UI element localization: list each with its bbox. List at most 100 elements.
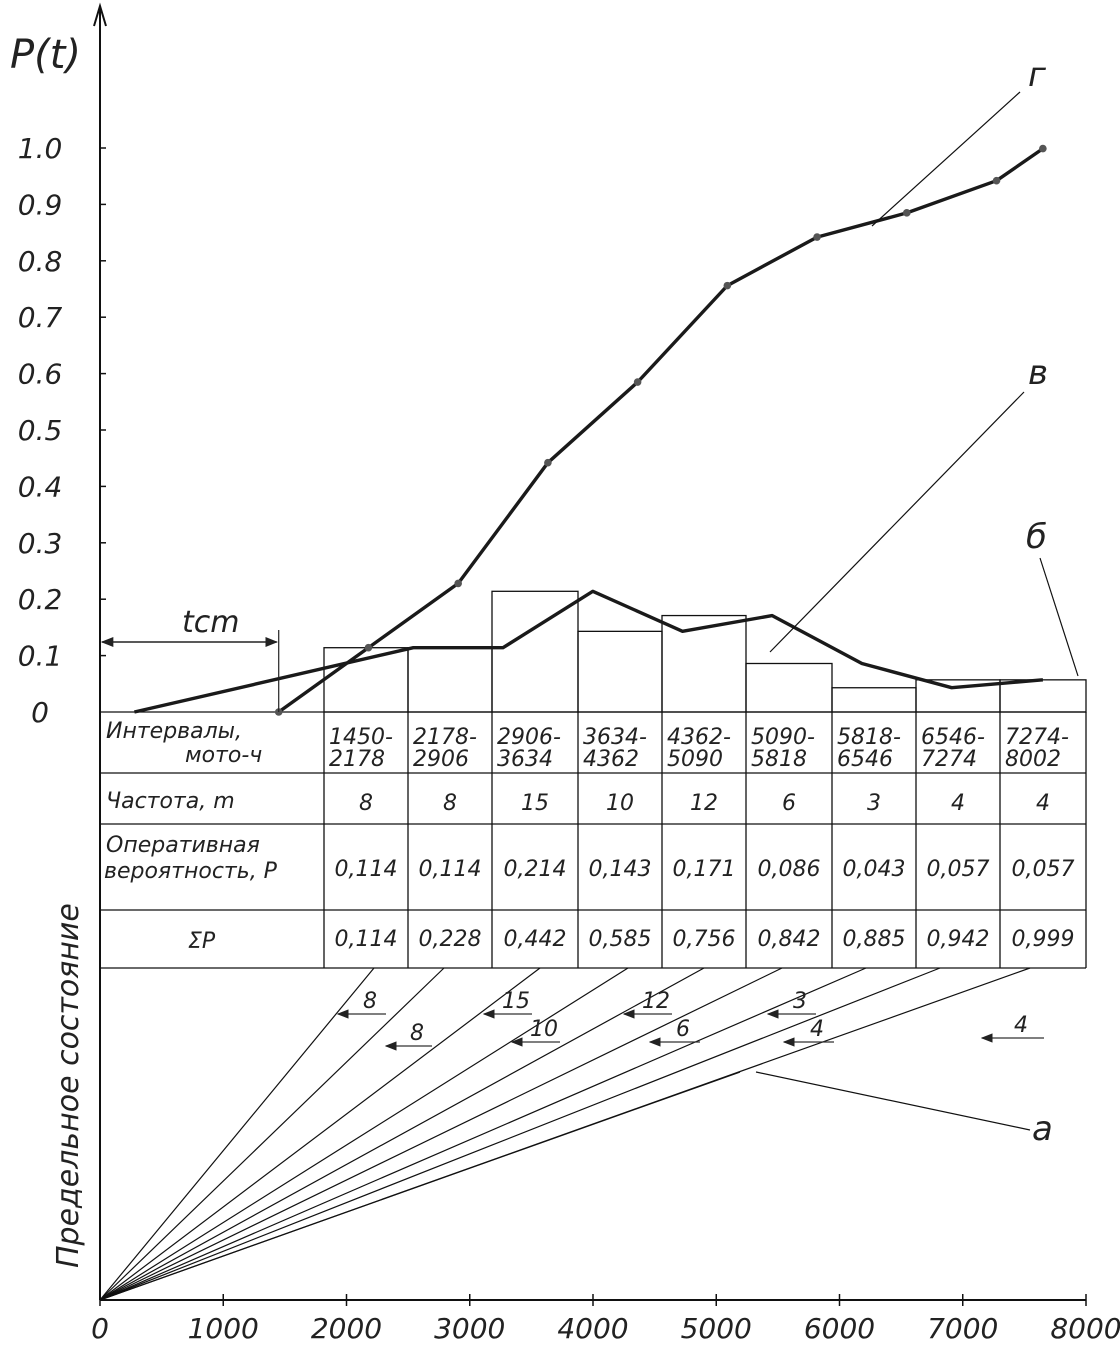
fan-line: [99, 967, 629, 1301]
row-label-frequency: Частота, m: [106, 789, 235, 814]
interval-cell-bottom: 8002: [1005, 747, 1061, 772]
axes: 0 0.1 0.2 0.3 0.4 0.5 0.6 0.7 0.8 0.9 1.0 0 1000 2000…: [18, 2, 1120, 1345]
cumulative-point: [1039, 144, 1047, 153]
cumulative-cell: 0,585: [589, 927, 652, 952]
frequency-cell: 15: [521, 791, 549, 816]
cumulative-cell: 0,942: [927, 927, 990, 952]
arrow-label: 3: [793, 989, 807, 1014]
cumulative-line: [277, 147, 1044, 714]
fan-line: [99, 1071, 741, 1301]
histogram-bar: [661, 614, 747, 713]
row-label-intervals-2: мото-ч: [185, 743, 262, 768]
probability-cell: 0,057: [927, 857, 990, 882]
curve-label-g: г: [1028, 55, 1047, 95]
y-tick-label: 0.9: [18, 188, 63, 221]
frequency-cell: 10: [606, 791, 634, 816]
y-tick-label: 0.3: [18, 527, 63, 560]
curve-leader-line: [755, 1071, 1031, 1131]
frequency-cell: 8: [443, 791, 457, 816]
cumulative-point: [454, 579, 462, 588]
x-tick-label: 7000: [927, 1312, 998, 1345]
cumulative-point: [364, 643, 373, 652]
interval-cell-top: 4362-: [667, 725, 731, 750]
frequency-cell: 6: [782, 791, 796, 816]
x-tick-label: 3000: [434, 1312, 505, 1345]
probability-cell: 0,114: [419, 857, 482, 882]
cumulative-cell: 0,442: [504, 927, 567, 952]
cumulative-cell: 0,228: [419, 927, 482, 952]
side-label: Предельное состояние: [51, 903, 86, 1268]
y-tick-label: 0: [31, 696, 49, 729]
probability-cell: 0,043: [843, 857, 906, 882]
cumulative-cell: 0,842: [758, 927, 821, 952]
interval-cell-top: 7274-: [1005, 725, 1069, 750]
interval-cell-bottom: 3634: [497, 747, 553, 772]
histogram-bar: [831, 687, 917, 713]
histogram-bar: [999, 679, 1087, 713]
arrow-label: 10: [530, 1017, 558, 1042]
curve-leader-line: [1039, 557, 1079, 677]
interval-cell-top: 6546-: [921, 725, 985, 750]
interval-cell-top: 3634-: [583, 725, 647, 750]
cumulative-cell: 0,885: [843, 927, 906, 952]
curve-label-a: а: [1032, 1109, 1053, 1149]
y-tick-label: 0.2: [18, 583, 63, 616]
arrow-label: 8: [363, 989, 377, 1014]
fan-line: [99, 967, 445, 1301]
frequency-cell: 4: [1036, 791, 1050, 816]
arrow-label: 8: [410, 1021, 424, 1046]
x-tick-label: 6000: [804, 1312, 875, 1345]
cumulative-cell: 0,114: [335, 927, 398, 952]
cumulative-point: [813, 233, 821, 241]
frequency-cell: 3: [867, 791, 881, 816]
y-tick-label: 0.1: [18, 640, 63, 673]
probability-cell: 0,171: [673, 857, 736, 882]
probability-cell: 0,114: [335, 857, 398, 882]
fan-line: [99, 967, 783, 1301]
interval-cell-top: 1450-: [329, 725, 393, 750]
interval-cell-top: 5818-: [837, 725, 901, 750]
fan-line: [99, 967, 941, 1301]
y-tick-label: 0.7: [18, 301, 63, 334]
cumulative-point: [723, 281, 732, 290]
arrow-label: 4: [810, 1017, 824, 1042]
histogram-bar: [577, 630, 663, 713]
y-axis-arrow: [93, 2, 107, 27]
frequency-cell: 4: [951, 791, 965, 816]
x-tick-label: 8000: [1050, 1312, 1120, 1345]
t-cm-label: tcm: [182, 605, 239, 640]
interval-cell-bottom: 4362: [583, 747, 639, 772]
cumulative-point: [902, 209, 911, 217]
interval-cell-bottom: 2906: [413, 747, 469, 772]
curve-leader-line: [871, 91, 1021, 227]
fan-line: [99, 967, 705, 1301]
y-tick-label: 0.5: [18, 414, 63, 447]
arrow-label: 12: [642, 989, 670, 1014]
frequency-cell: 12: [690, 791, 718, 816]
curve-leader-line: [769, 391, 1025, 653]
row-label-cumulative: ΣP: [188, 929, 216, 954]
arrow-label: 4: [1014, 1013, 1028, 1038]
cumulative-point: [992, 176, 1001, 185]
cumulative-cell: 0,999: [1012, 927, 1075, 952]
arrow-label: 15: [502, 989, 530, 1014]
frequency-cell: 8: [359, 791, 373, 816]
probability-cell: 0,214: [504, 857, 567, 882]
x-tick-label: 5000: [681, 1312, 752, 1345]
series-lines: [134, 144, 1047, 716]
interval-cell-bottom: 6546: [837, 747, 893, 772]
histogram-bar: [407, 647, 493, 713]
x-tick-label: 2000: [311, 1312, 382, 1345]
interval-cell-bottom: 7274: [921, 747, 977, 772]
interval-cell-bottom: 5090: [667, 747, 723, 772]
fan-line: [99, 967, 541, 1301]
probability-cell: 0,086: [758, 857, 821, 882]
y-tick-label: 0.6: [18, 358, 63, 391]
interval-cell-top: 2178-: [413, 725, 477, 750]
row-label-probability-1: Оперативная: [106, 833, 260, 858]
interval-cell-bottom: 5818: [751, 747, 807, 772]
probability-cell: 0,057: [1012, 857, 1075, 882]
y-tick-label: 1.0: [18, 132, 63, 165]
